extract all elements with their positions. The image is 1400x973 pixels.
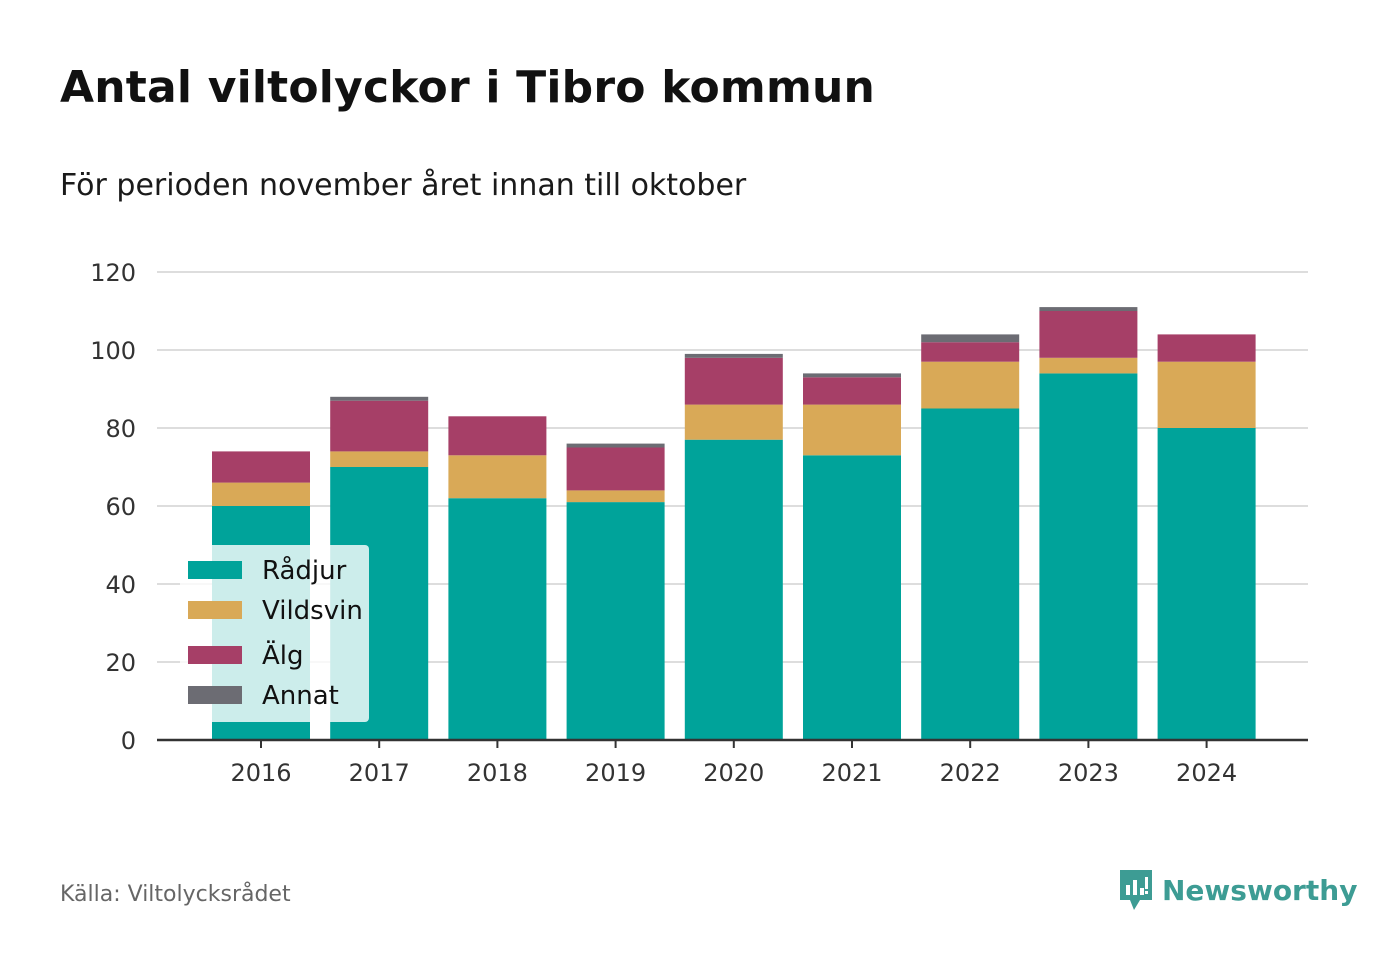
legend-label-annat: Annat: [262, 681, 339, 711]
bar-segment-annat: [921, 334, 1020, 343]
bar-segment-vildsvin: [921, 361, 1020, 409]
bar-segment-annat: [684, 353, 783, 358]
newsworthy-logo-icon: [1120, 870, 1152, 910]
bar-segment-älg: [684, 357, 783, 405]
bar-segment-rådjur: [921, 408, 1020, 740]
legend-label-älg: Älg: [262, 639, 304, 671]
x-tick-label: 2023: [1058, 759, 1119, 787]
bar-segment-rådjur: [803, 455, 901, 740]
bar-segment-vildsvin: [684, 404, 783, 440]
x-tick-label: 2016: [230, 759, 291, 787]
bar-segment-älg: [921, 342, 1020, 362]
legend-swatch-rådjur: [188, 561, 242, 579]
bar-segment-älg: [1157, 334, 1256, 362]
y-tick-label: 60: [105, 493, 136, 521]
brand-name: Newsworthy: [1162, 873, 1358, 907]
legend: Rådjur Vildsvin Älg Annat: [180, 545, 369, 722]
brand-logo: Newsworthy: [1118, 868, 1357, 912]
bar-segment-älg: [566, 447, 665, 491]
legend-label-vildsvin: Vildsvin: [262, 596, 363, 626]
bar-segment-vildsvin: [330, 451, 429, 467]
bar-segment-vildsvin: [212, 482, 310, 506]
chart-subtitle: För perioden november året innan till ok…: [60, 168, 747, 203]
bar-segment-annat: [330, 396, 429, 401]
legend-swatch-älg: [188, 646, 242, 664]
bar-segment-annat: [803, 373, 901, 378]
source-note: Källa: Viltolycksrådet: [60, 882, 291, 907]
bar-segment-älg: [803, 377, 901, 405]
y-tick-label: 20: [105, 649, 136, 677]
bar-segment-annat: [566, 443, 665, 448]
x-tick-label: 2024: [1176, 759, 1237, 787]
bar-segment-älg: [212, 451, 310, 483]
x-tick-label: 2020: [703, 759, 764, 787]
x-tick-label: 2019: [585, 759, 646, 787]
bar-segment-vildsvin: [1039, 357, 1138, 374]
bar-segment-älg: [1039, 311, 1138, 358]
bar-segment-älg: [330, 400, 429, 452]
bar-segment-vildsvin: [803, 404, 901, 456]
bar-segment-vildsvin: [1157, 361, 1256, 428]
x-tick-label: 2021: [821, 759, 882, 787]
y-tick-label: 40: [105, 571, 136, 599]
legend-swatch-annat: [188, 686, 242, 704]
chart-title: Antal viltolyckor i Tibro kommun: [60, 62, 876, 113]
legend-background: [180, 545, 369, 722]
y-tick-label: 80: [105, 415, 136, 443]
bar-segment-rådjur: [1039, 373, 1138, 740]
y-tick-label: 0: [121, 727, 136, 755]
bar-segment-rådjur: [684, 439, 783, 740]
bar-segment-rådjur: [448, 498, 547, 740]
x-tick-label: 2018: [467, 759, 528, 787]
bar-segment-vildsvin: [448, 455, 547, 499]
legend-swatch-vildsvin: [188, 601, 242, 619]
legend-label-rådjur: Rådjur: [262, 555, 347, 586]
bar-segment-annat: [1039, 307, 1138, 311]
bar-segment-älg: [448, 416, 547, 456]
bar-segment-rådjur: [1157, 428, 1256, 740]
bar-segment-rådjur: [566, 502, 665, 740]
bar-segment-vildsvin: [566, 490, 665, 503]
x-axis: 2016 2017 2018 2019 2020 2021 2022 2023 2024: [157, 738, 1308, 787]
y-axis-ticks: 0 20 40 60 80 100 120: [90, 259, 136, 755]
y-tick-label: 120: [90, 259, 136, 287]
x-tick-label: 2017: [349, 759, 410, 787]
x-tick-label: 2022: [940, 759, 1001, 787]
y-tick-label: 100: [90, 337, 136, 365]
